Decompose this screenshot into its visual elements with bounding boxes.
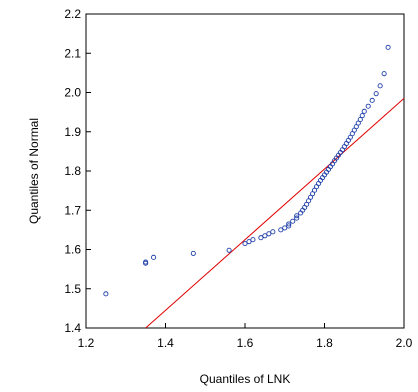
data-point [373,91,379,97]
x-axis-ticks: 1.2 1.4 1.6 1.8 2.0 [78,323,413,350]
x-tick-label: 1.6 [237,336,254,350]
data-point [359,113,365,119]
plot-frame [85,13,405,329]
y-tick-label: 1.7 [64,203,81,217]
data-point [377,83,383,89]
x-tick-label: 2.0 [396,336,413,350]
data-point [190,250,196,256]
y-tick-label: 2.0 [64,86,81,100]
data-point [282,225,288,231]
y-tick-label: 1.9 [64,125,81,139]
data-point [361,108,367,114]
y-tick-label: 1.6 [64,243,81,257]
data-point [258,235,264,241]
data-point [143,259,149,265]
data-point [294,213,300,219]
y-tick-label: 1.5 [64,282,81,296]
data-point [290,218,296,224]
y-tick-label: 2.1 [64,46,81,60]
data-point [246,239,252,245]
data-point [286,223,292,229]
data-point [262,233,268,239]
reference-line [145,98,404,328]
reference-line-group [145,98,404,328]
y-tick-label: 1.8 [64,164,81,178]
x-tick-label: 1.2 [78,336,95,350]
data-point [226,247,232,253]
x-tick-label: 1.4 [157,336,174,350]
y-tick-label: 2.2 [64,7,81,21]
x-tick-label: 1.8 [316,336,333,350]
data-point [286,221,292,227]
data-point [294,215,300,221]
data-points [103,44,391,297]
data-point [365,103,371,109]
y-axis-ticks: 1.4 1.5 1.6 1.7 1.8 1.9 2.0 2.1 2.2 [64,7,91,335]
data-point [250,237,256,243]
data-point [278,227,284,233]
data-point [242,241,248,247]
data-point [103,291,109,297]
data-point [270,229,276,235]
y-axis-title: Quantiles of Normal [27,118,41,224]
data-point [151,254,157,260]
data-point [266,231,272,237]
y-tick-label: 1.4 [64,321,81,335]
data-point [357,117,363,123]
x-axis-title: Quantiles of LNK [200,372,291,386]
data-point [369,97,375,103]
data-point [381,71,387,77]
data-point [385,44,391,50]
